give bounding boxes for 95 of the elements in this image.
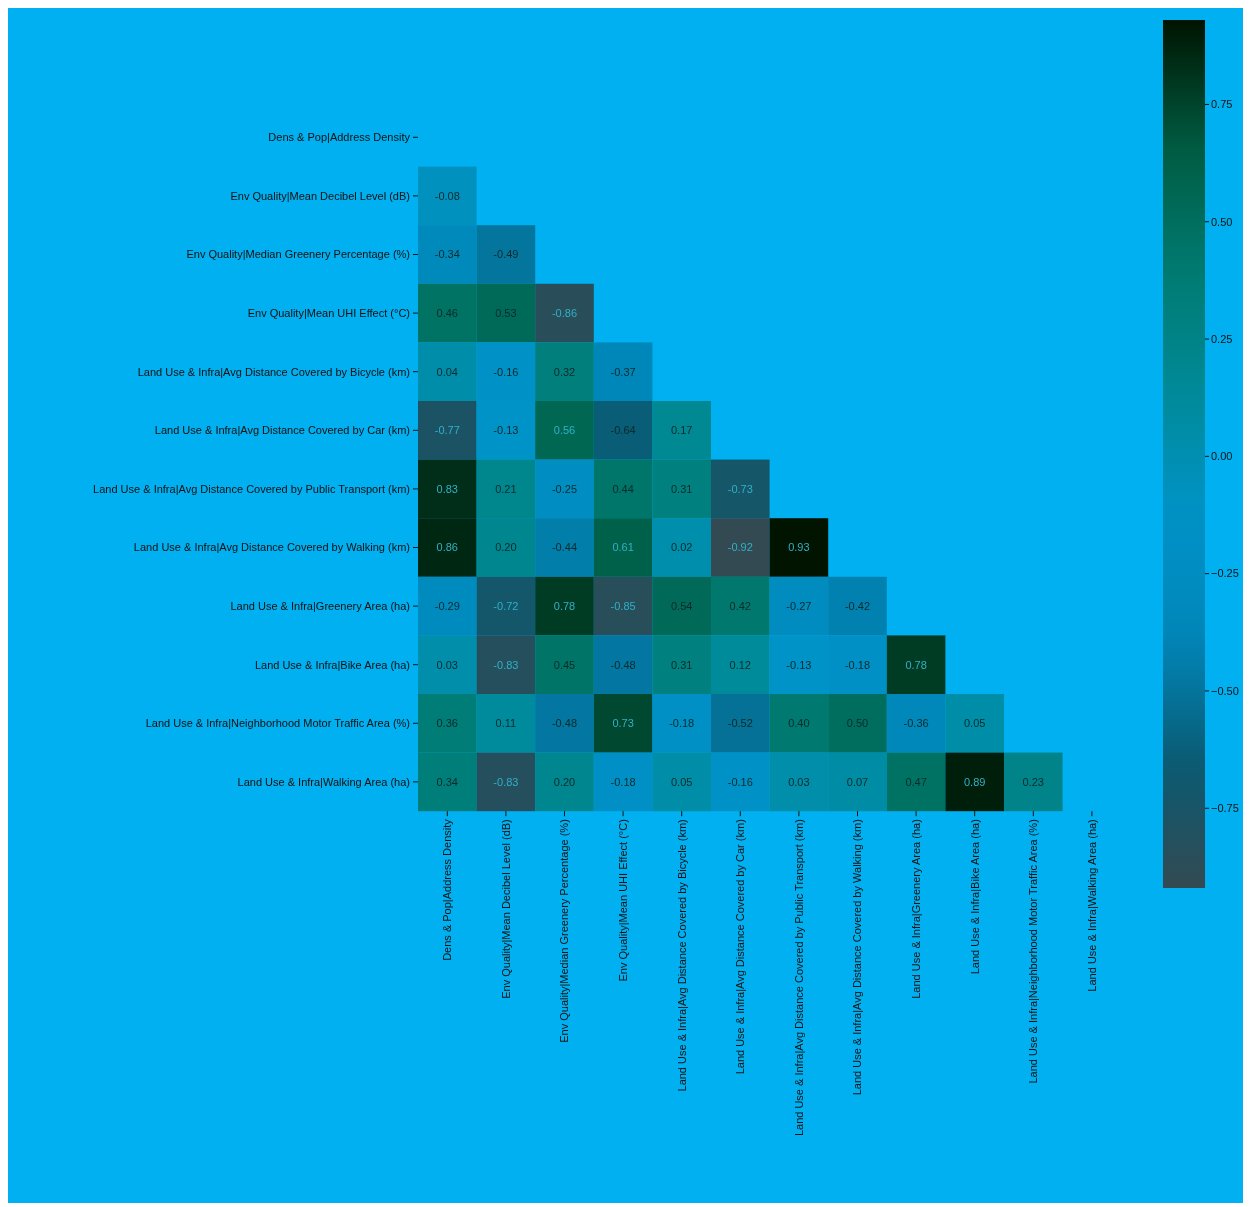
data-label: -0.52	[727, 717, 753, 730]
data-label: -0.13	[786, 658, 812, 671]
data-label: -0.34	[434, 248, 460, 261]
data-label: -0.48	[551, 717, 578, 730]
data-label: -0.36	[903, 717, 929, 730]
data-label: 0.40	[788, 717, 810, 730]
data-label: 0.50	[846, 717, 869, 730]
data-label: 0.42	[729, 599, 752, 612]
x-tick-label: Env Quality|Mean UHI Effect (°C)	[616, 819, 629, 982]
data-label: 0.21	[495, 482, 517, 495]
x-tick-label: Land Use & Infra|Neighborhood Motor Traffic Area (%)	[1027, 819, 1040, 1084]
y-tick-label: Land Use & Infra|Avg Distance Covered by Walking (km)	[133, 541, 410, 554]
x-tick-label: Land Use & Infra|Avg Distance Covered by Walking (km)	[851, 819, 864, 1096]
data-label: 0.83	[436, 482, 459, 495]
data-label: -0.08	[434, 189, 460, 202]
data-label: -0.85	[610, 599, 636, 612]
x-tick-label: Land Use & Infra|Walking Area (ha)	[1085, 819, 1098, 992]
data-label: 0.34	[436, 775, 459, 788]
x-tick-label: Env Quality|Median Greenery Percentage (%)	[558, 819, 571, 1043]
data-label: -0.73	[727, 482, 753, 495]
data-label: 0.05	[670, 775, 693, 788]
data-label: -0.64	[610, 424, 636, 437]
y-tick-label: Land Use & Infra|Avg Distance Covered by Car (km)	[154, 424, 410, 437]
data-label: -0.29	[434, 599, 460, 612]
data-label: -0.77	[434, 424, 460, 437]
data-label: 0.05	[963, 717, 986, 730]
data-label: -0.18	[669, 717, 695, 730]
color-bar-label: 0.75	[1211, 98, 1233, 111]
color-bar-label: 0.50	[1211, 215, 1233, 228]
data-label: -0.48	[610, 658, 636, 671]
data-label: -0.49	[493, 248, 519, 261]
data-label: 0.12	[729, 658, 752, 671]
data-label: 0.04	[436, 365, 459, 378]
data-label: 0.45	[553, 658, 576, 671]
data-label: -0.42	[844, 599, 871, 612]
color-bar-label: −0.50	[1211, 684, 1239, 697]
data-label: -0.92	[727, 541, 753, 554]
data-label: 0.53	[495, 306, 517, 319]
data-label: -0.27	[786, 599, 812, 612]
data-label: 0.44	[612, 482, 634, 495]
data-label: 0.23	[1022, 775, 1045, 788]
y-tick-label: Land Use & Infra|Avg Distance Covered by Public Transport (km)	[93, 482, 410, 495]
data-label: -0.72	[493, 599, 519, 612]
data-label: 0.03	[436, 658, 459, 671]
y-tick-label: Env Quality|Mean UHI Effect (°C)	[247, 306, 410, 319]
data-label: -0.16	[727, 775, 753, 788]
data-label: 0.61	[612, 541, 634, 554]
color-bar-label: −0.75	[1211, 802, 1239, 815]
data-label: 0.03	[788, 775, 810, 788]
x-tick-label: Land Use & Infra|Avg Distance Covered by Public Transport (km)	[792, 819, 805, 1137]
data-label: -0.44	[551, 541, 578, 554]
data-label: -0.37	[610, 365, 636, 378]
data-label: 0.93	[788, 541, 810, 554]
color-bar-label: −0.25	[1211, 567, 1239, 580]
x-tick-label: Land Use & Infra|Greenery Area (ha)	[909, 819, 922, 999]
data-label: -0.25	[551, 482, 578, 495]
data-label: 0.89	[963, 775, 986, 788]
data-label: 0.07	[846, 775, 869, 788]
data-label: 0.17	[670, 424, 693, 437]
y-tick-label: Land Use & Infra|Greenery Area (ha)	[230, 599, 410, 612]
data-label: 0.31	[670, 658, 693, 671]
color-bar-label: 0.25	[1211, 332, 1233, 345]
data-label: -0.18	[610, 775, 636, 788]
data-label: 0.11	[495, 717, 517, 730]
y-tick-label: Land Use & Infra|Avg Distance Covered by Bicycle (km)	[137, 365, 410, 378]
x-tick-label: Land Use & Infra|Avg Distance Covered by Car (km)	[734, 819, 747, 1075]
y-tick-label: Land Use & Infra|Bike Area (ha)	[254, 658, 410, 671]
x-tick-label: Land Use & Infra|Bike Area (ha)	[968, 819, 981, 975]
x-tick-label: Land Use & Infra|Avg Distance Covered by Bicycle (km)	[675, 819, 688, 1092]
y-tick-label: Env Quality|Median Greenery Percentage (%)	[186, 248, 410, 261]
data-label: 0.73	[612, 717, 634, 730]
data-label: -0.16	[493, 365, 519, 378]
data-label: 0.20	[553, 775, 576, 788]
y-tick-label: Env Quality|Mean Decibel Level (dB)	[230, 189, 410, 202]
y-tick-label: Dens & Pop|Address Density	[268, 131, 411, 144]
data-label: 0.02	[670, 541, 693, 554]
data-label: 0.32	[553, 365, 576, 378]
data-label: 0.56	[553, 424, 576, 437]
data-label: 0.78	[553, 599, 576, 612]
data-label: 0.54	[670, 599, 693, 612]
y-tick-label: Land Use & Infra|Neighborhood Motor Traffic Area (%)	[145, 717, 410, 730]
data-label: 0.47	[905, 775, 927, 788]
data-label: -0.18	[844, 658, 871, 671]
data-label: -0.83	[493, 775, 519, 788]
color-bar-label: 0.00	[1211, 450, 1233, 463]
data-label: 0.36	[436, 717, 459, 730]
data-label: 0.86	[436, 541, 459, 554]
data-label: -0.83	[493, 658, 519, 671]
data-label: 0.31	[670, 482, 693, 495]
data-label: -0.13	[493, 424, 519, 437]
data-label: 0.78	[905, 658, 927, 671]
y-tick-label: Land Use & Infra|Walking Area (ha)	[237, 775, 410, 788]
data-label: 0.46	[436, 306, 459, 319]
data-label: 0.20	[495, 541, 517, 554]
data-label: -0.86	[551, 306, 578, 319]
